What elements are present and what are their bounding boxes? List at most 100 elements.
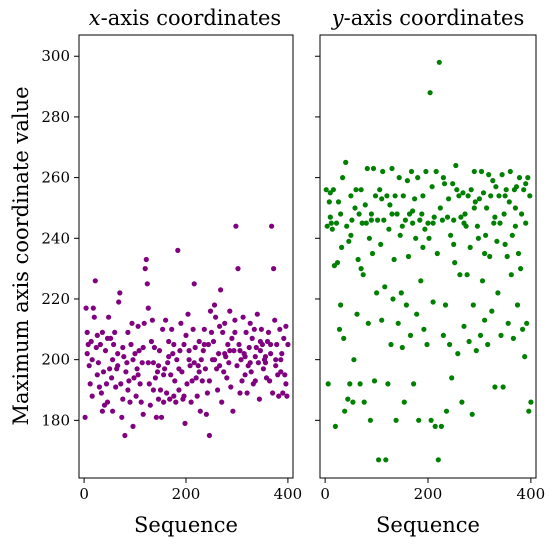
- data-point: [189, 378, 195, 384]
- data-point: [421, 326, 427, 332]
- data-point: [277, 326, 283, 332]
- data-point: [130, 357, 136, 363]
- data-point: [191, 281, 197, 287]
- data-point: [137, 381, 143, 387]
- data-point: [155, 396, 162, 402]
- data-point: [82, 414, 88, 420]
- data-point: [398, 290, 404, 296]
- data-point: [201, 326, 207, 332]
- data-point: [205, 341, 211, 348]
- data-point: [338, 302, 344, 308]
- data-point: [488, 193, 494, 199]
- data-point: [107, 366, 113, 372]
- data-point: [383, 457, 389, 463]
- data-point: [356, 211, 362, 217]
- data-point: [523, 220, 529, 226]
- data-point: [510, 335, 516, 341]
- data-point: [358, 266, 364, 272]
- data-point: [109, 375, 115, 381]
- data-point: [173, 399, 179, 405]
- y-tick-label: 300: [41, 47, 70, 65]
- data-point: [176, 366, 182, 372]
- y-tick-label: 240: [41, 229, 70, 247]
- data-point: [509, 232, 515, 238]
- data-point: [104, 335, 111, 341]
- data-point: [414, 311, 420, 317]
- data-point: [99, 329, 105, 335]
- panel-y-coordinates: y-axis coordinates 0 200 400 Sequence: [315, 6, 545, 537]
- data-point: [451, 217, 457, 223]
- data-point: [359, 220, 365, 226]
- data-point: [132, 351, 138, 357]
- x-axis-ticks-y: 0 200 400: [320, 478, 545, 503]
- data-point: [147, 402, 153, 408]
- data-point: [208, 329, 215, 335]
- data-point: [232, 329, 238, 335]
- data-point: [465, 193, 471, 199]
- data-point: [420, 244, 426, 250]
- data-point: [215, 387, 221, 393]
- data-point: [130, 423, 136, 429]
- data-point: [270, 390, 276, 396]
- data-point: [246, 344, 252, 351]
- data-point: [353, 187, 359, 193]
- data-point: [427, 90, 433, 96]
- x-tick-label: 400: [517, 485, 546, 503]
- data-point: [195, 363, 201, 369]
- data-point: [462, 211, 468, 217]
- data-point: [523, 181, 529, 187]
- data-point: [184, 381, 190, 387]
- data-point: [519, 211, 525, 217]
- data-point: [230, 408, 236, 414]
- data-point: [430, 220, 436, 226]
- data-point: [231, 348, 237, 354]
- data-point: [91, 314, 97, 320]
- panel-title-x: x-axis coordinates: [89, 6, 281, 30]
- data-point: [417, 217, 423, 223]
- data-point: [113, 384, 119, 390]
- data-point: [478, 168, 485, 175]
- data-point: [258, 326, 264, 332]
- data-point: [454, 187, 460, 193]
- data-point: [229, 335, 235, 341]
- data-point: [182, 420, 188, 426]
- data-point: [237, 348, 243, 354]
- data-point: [233, 223, 239, 229]
- data-point: [257, 338, 263, 345]
- data-point: [213, 314, 219, 320]
- data-point: [458, 214, 464, 220]
- data-point: [410, 208, 416, 214]
- data-point: [505, 320, 511, 326]
- data-point: [252, 354, 258, 360]
- data-point: [103, 381, 110, 387]
- y-axis-label: Maximum axis coordinate value: [9, 86, 33, 425]
- data-point: [165, 360, 171, 366]
- data-point: [412, 196, 418, 202]
- data-point: [339, 244, 345, 250]
- data-point: [526, 408, 532, 414]
- data-point: [457, 272, 463, 278]
- data-point: [515, 250, 522, 257]
- y-tick-label: 220: [41, 290, 70, 308]
- data-point: [239, 378, 245, 384]
- data-point: [404, 178, 410, 184]
- y-axis-ticks-x: 180 200 220 240 260 280 300: [41, 47, 79, 429]
- data-point: [475, 235, 481, 241]
- data-point: [376, 457, 382, 463]
- data-point: [396, 175, 402, 181]
- data-point: [121, 354, 127, 360]
- data-point: [228, 384, 234, 390]
- data-point: [161, 399, 167, 405]
- data-point: [204, 390, 210, 396]
- data-point: [272, 317, 278, 323]
- data-point: [459, 399, 465, 405]
- data-point: [365, 320, 371, 326]
- data-point: [135, 323, 141, 329]
- data-point: [96, 384, 102, 390]
- data-point: [389, 211, 395, 217]
- data-point: [135, 372, 141, 378]
- data-point: [253, 344, 259, 351]
- data-point: [94, 332, 100, 338]
- data-point: [157, 387, 164, 393]
